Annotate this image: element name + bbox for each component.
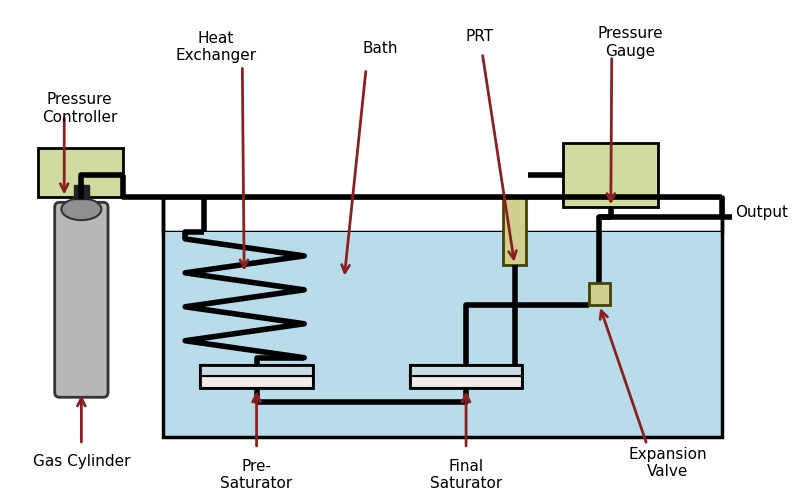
Text: Expansion
Valve: Expansion Valve (629, 447, 707, 479)
FancyBboxPatch shape (55, 202, 108, 397)
Bar (74, 185, 89, 199)
Bar (410, 365, 522, 388)
Bar (200, 376, 313, 388)
Text: Output: Output (735, 205, 788, 220)
Bar (164, 197, 723, 437)
Text: Gas Cylinder: Gas Cylinder (33, 454, 130, 469)
Bar (200, 365, 313, 376)
Bar (563, 143, 658, 207)
Text: Final
Saturator: Final Saturator (430, 458, 502, 491)
Bar (589, 284, 610, 305)
Text: Pre-
Saturator: Pre- Saturator (221, 458, 293, 491)
Bar (503, 197, 526, 265)
Bar (37, 148, 123, 197)
Text: PRT: PRT (465, 29, 493, 44)
Bar (200, 365, 313, 388)
Text: Bath: Bath (363, 41, 398, 56)
Bar (410, 376, 522, 388)
Bar (164, 232, 723, 437)
Bar (410, 365, 522, 376)
Text: Pressure
Controller: Pressure Controller (42, 93, 118, 125)
Ellipse shape (61, 198, 102, 220)
Text: Pressure
Gauge: Pressure Gauge (597, 26, 663, 59)
Text: Heat
Exchanger: Heat Exchanger (175, 31, 256, 64)
Bar (164, 197, 723, 232)
